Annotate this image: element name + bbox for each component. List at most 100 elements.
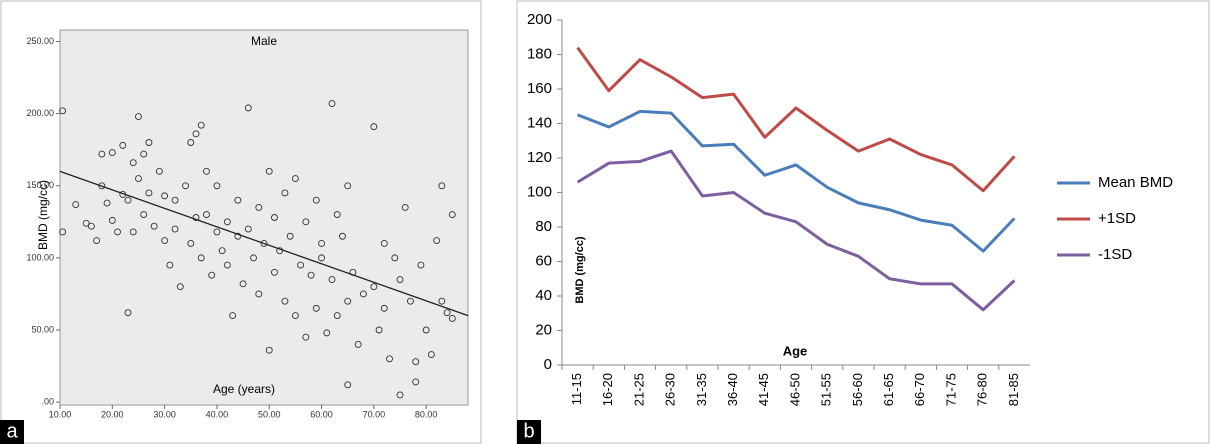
scatter-point: [145, 139, 153, 146]
scatter-point: [171, 196, 179, 204]
scatter-point: [171, 225, 179, 233]
scatter-point: [234, 232, 242, 240]
scatter-point: [229, 312, 237, 320]
y-tick-label: 50.00: [31, 324, 54, 334]
scatter-point: [59, 228, 67, 236]
scatter-point: [328, 276, 336, 283]
scatter-point: [427, 351, 435, 358]
scatter-point: [108, 149, 116, 157]
x-tick-label: 76-80: [975, 373, 990, 406]
scatter-point: [333, 211, 341, 219]
x-tick-label: 40.00: [206, 409, 229, 419]
scatter-point: [250, 254, 257, 262]
scatter-point: [223, 218, 231, 226]
scatter-point: [213, 228, 221, 236]
scatter-point: [448, 315, 456, 322]
y-tick-label: 150.00: [26, 180, 54, 190]
scatter-point: [391, 254, 399, 262]
scatter-point: [271, 214, 278, 221]
scatter-point: [386, 355, 393, 363]
x-tick-label: 30.00: [153, 409, 176, 419]
scatter-point: [312, 304, 320, 312]
scatter-point: [255, 203, 263, 211]
x-tick-label: 71-75: [943, 373, 958, 406]
scatter-point: [412, 378, 420, 386]
y-tick-label: 250.00: [26, 36, 54, 46]
scatter-point: [339, 232, 346, 240]
scatter-point: [176, 283, 184, 291]
x-tick-label: 31-35: [694, 373, 709, 406]
scatter-point: [344, 381, 352, 389]
scatter-point: [129, 228, 137, 236]
scatter-point: [244, 225, 252, 233]
scatter-point: [187, 139, 195, 146]
scatter-point: [307, 271, 315, 279]
scatter-point: [192, 214, 200, 221]
x-tick-label: 56-60: [850, 373, 865, 406]
scatter-point: [291, 312, 299, 320]
scatter-point: [396, 276, 404, 283]
scatter-point: [140, 150, 148, 158]
scatter-point: [443, 309, 451, 317]
y-tick-label: 100: [527, 183, 552, 200]
scatter-point: [129, 159, 137, 167]
scatter-point: [82, 219, 90, 227]
scatter-point: [223, 261, 231, 269]
panel-label-box: [0, 420, 24, 444]
x-tick-label: 20.00: [101, 409, 124, 419]
panel-border: [0, 0, 482, 444]
panel-label-box: [517, 420, 541, 444]
scatter-point: [135, 175, 142, 183]
y-tick-label: 60: [535, 252, 552, 269]
x-tick-label: 16-20: [600, 373, 615, 406]
scatter-point: [265, 167, 273, 175]
scatter-point: [286, 232, 294, 240]
scatter-point: [271, 268, 278, 276]
scatter-point: [328, 100, 336, 108]
scatter-point: [417, 261, 425, 269]
scatter-point: [344, 297, 352, 305]
scatter-point: [103, 199, 111, 207]
scatter-point: [354, 340, 362, 348]
scatter-point: [150, 222, 158, 230]
y-axis-label: BMD (mg/cc): [574, 236, 586, 304]
legend-label: Mean BMD: [1098, 174, 1173, 191]
scatter-point: [297, 261, 305, 269]
scatter-point: [98, 182, 106, 190]
y-tick-label: 120: [527, 149, 552, 166]
scatter-point: [422, 326, 430, 334]
panel-label: b: [523, 420, 534, 442]
series-line: [576, 46, 1016, 193]
plot-area: [59, 29, 469, 406]
scatter-point: [302, 333, 310, 341]
x-tick-label: 51-55: [819, 373, 834, 406]
scatter-point: [291, 175, 299, 183]
scatter-point: [244, 104, 252, 112]
scatter-point: [433, 237, 441, 245]
scatter-point: [93, 237, 101, 245]
scatter-point: [260, 240, 268, 247]
scatter-point: [155, 167, 163, 175]
scatter-point: [438, 182, 446, 190]
panel-border: [516, 0, 1210, 444]
y-tick-label: 140: [527, 114, 552, 131]
scatter-point: [114, 228, 121, 236]
scatter-point: [370, 283, 378, 291]
scatter-point: [135, 113, 142, 120]
x-axis-label: Age: [783, 343, 808, 358]
x-tick-label: 21-25: [631, 373, 646, 406]
scatter-point: [140, 211, 148, 219]
y-tick-label: 200: [527, 11, 552, 28]
scatter-point: [203, 167, 210, 175]
panel-label: a: [6, 420, 18, 442]
x-tick-label: 10.00: [49, 409, 72, 419]
scatter-point: [234, 196, 242, 204]
scatter-point: [161, 237, 169, 245]
x-tick-label: 70.00: [363, 409, 386, 419]
chart-title: Male: [251, 34, 277, 48]
scatter-point: [370, 123, 378, 131]
scatter-point: [192, 130, 200, 138]
scatter-point: [208, 271, 216, 279]
scatter-point: [323, 329, 331, 337]
